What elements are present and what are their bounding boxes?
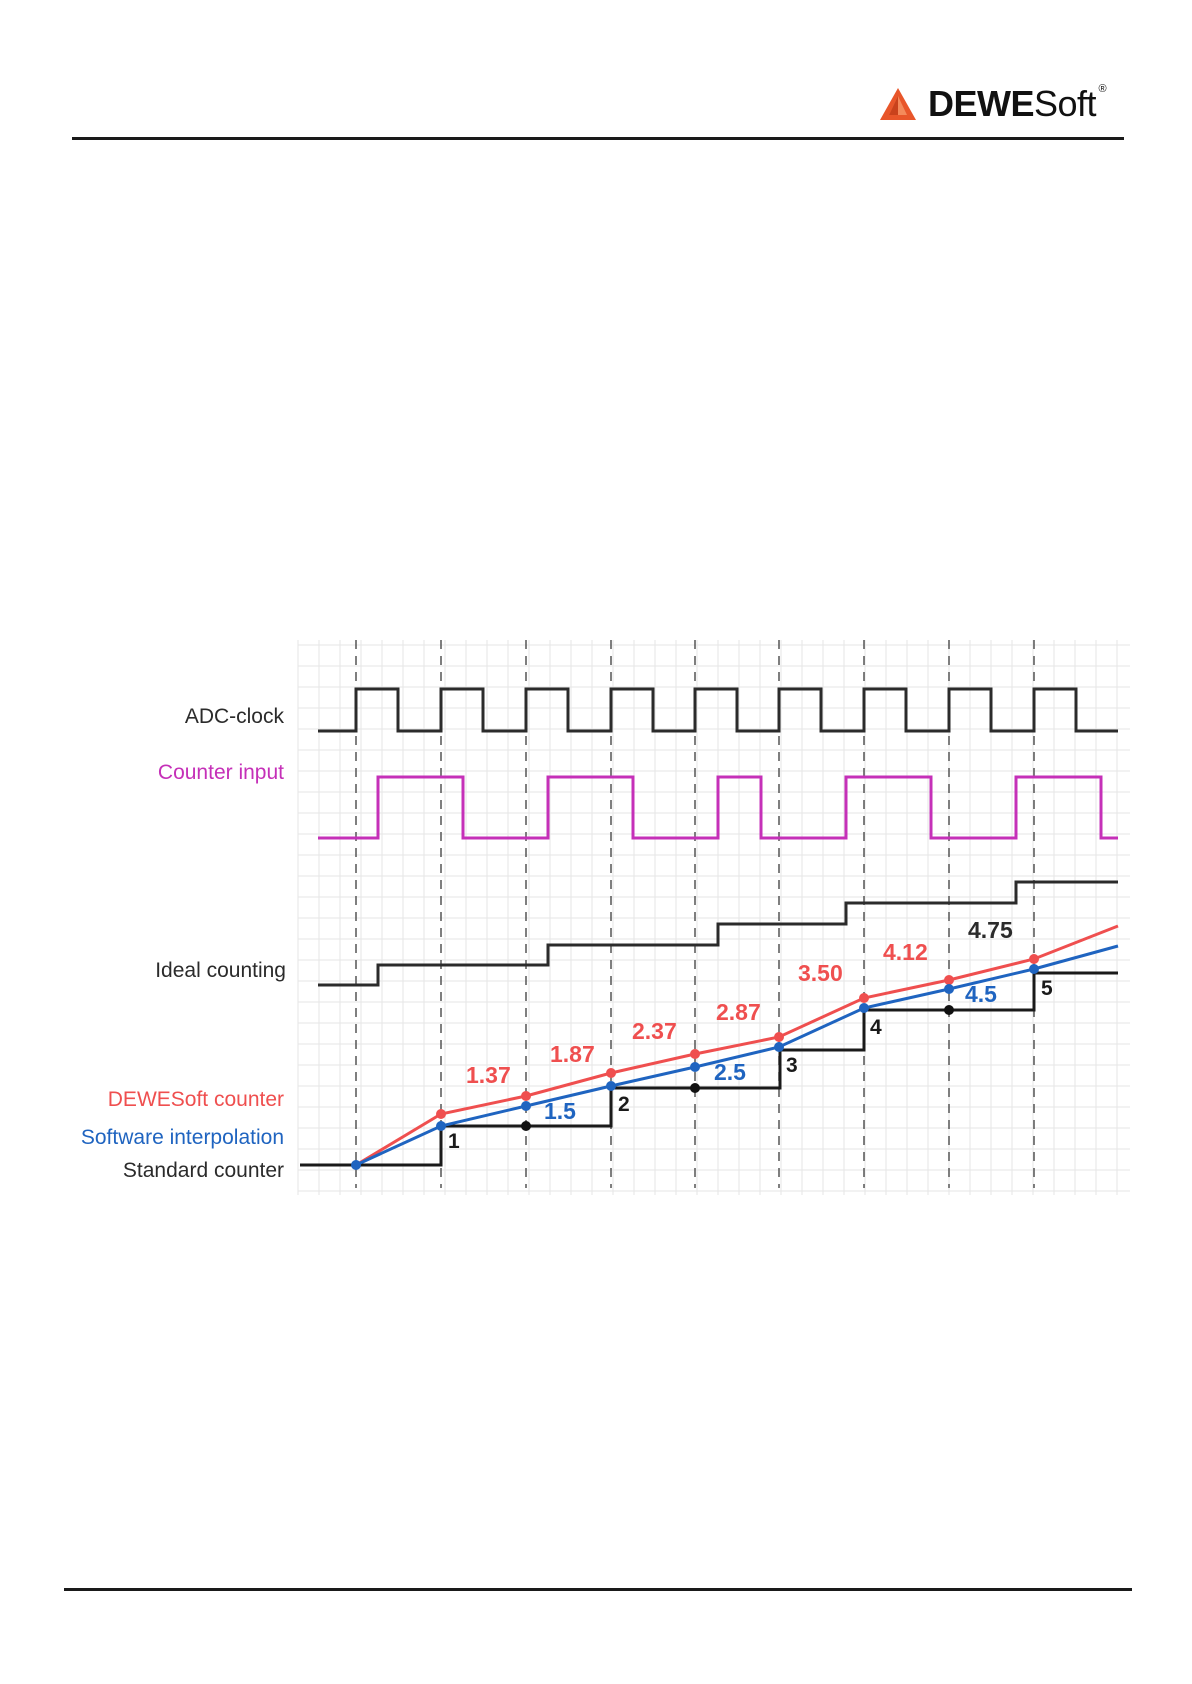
dewesoft-triangle-icon <box>880 88 916 120</box>
dewesoft-value-label: 4.12 <box>883 939 928 965</box>
interpolation-point <box>690 1062 700 1072</box>
standard-value-label: 1 <box>448 1130 460 1153</box>
standard-value-label: 5 <box>1041 977 1053 1000</box>
ideal-counting-staircase <box>318 880 1118 987</box>
standard-point <box>690 1083 700 1093</box>
footer-rule <box>64 1588 1132 1591</box>
interpolation-point <box>521 1101 531 1111</box>
dewesoft-point <box>521 1091 531 1101</box>
standard-value-label: 2 <box>618 1093 630 1116</box>
interpolation-point <box>944 984 954 994</box>
standard-point <box>521 1121 531 1131</box>
adc-clock-waveform <box>318 687 1118 733</box>
interpolation-point <box>774 1042 784 1052</box>
dewesoft-point <box>690 1049 700 1059</box>
interpolation-point <box>859 1003 869 1013</box>
dewesoft-point <box>1029 954 1039 964</box>
dewesoft-value-label: 2.37 <box>632 1018 677 1044</box>
standard-counter-staircase <box>300 971 1118 1167</box>
label-counter-input: Counter input <box>158 761 284 784</box>
standard-value-label: 3 <box>786 1054 798 1077</box>
interpolation-point <box>1029 964 1039 974</box>
label-standard-counter: Standard counter <box>123 1159 284 1182</box>
dewesoft-value-label: 1.87 <box>550 1041 595 1067</box>
logo-text-light: Soft <box>1034 83 1097 124</box>
logo-wordmark: DEWESoft ® <box>928 83 1107 124</box>
dewesoft-counter-line <box>355 924 1119 1167</box>
dewesoft-point <box>944 975 954 985</box>
label-ideal-counting: Ideal counting <box>155 959 286 982</box>
software-interpolation-line <box>355 944 1119 1167</box>
interpolation-point <box>606 1081 616 1091</box>
dewesoft-value-label: 1.37 <box>466 1062 511 1088</box>
standard-point <box>944 1005 954 1015</box>
standard-value-label: 4 <box>870 1016 882 1039</box>
dewesoft-point <box>606 1068 616 1078</box>
dewesoft-value-label: 2.87 <box>716 999 761 1025</box>
label-adc-clock: ADC-clock <box>185 705 285 728</box>
header-rule <box>72 137 1124 140</box>
interpolation-point <box>436 1121 446 1131</box>
dewesoft-point <box>436 1109 446 1119</box>
label-software-interpolation: Software interpolation <box>81 1126 284 1149</box>
dewesoft-counter-points <box>436 954 1039 1119</box>
dewesoft-logo: DEWESoft ® <box>880 83 1107 124</box>
interpolation-value-label: 2.5 <box>714 1059 746 1085</box>
dewesoft-value-label-black: 4.75 <box>968 917 1013 943</box>
counter-input-waveform <box>318 775 1118 840</box>
interpolation-point <box>351 1160 361 1170</box>
standard-counter-points <box>521 1005 954 1131</box>
label-dewesoft-counter: DEWESoft counter <box>108 1088 284 1111</box>
interpolation-value-label: 1.5 <box>544 1098 576 1124</box>
interpolation-value-label: 4.5 <box>965 981 997 1007</box>
dewesoft-value-label: 3.50 <box>798 960 843 986</box>
dewesoft-point <box>774 1032 784 1042</box>
logo-text-bold: DEWE <box>928 83 1035 124</box>
logo-registered-mark: ® <box>1098 83 1107 95</box>
software-interpolation-points <box>351 964 1039 1170</box>
dewesoft-point <box>859 993 869 1003</box>
timing-diagram-svg: ADC-clock Counter input Ideal counting D… <box>81 640 1130 1195</box>
counter-timing-diagram: ADC-clock Counter input Ideal counting D… <box>80 640 1130 1195</box>
